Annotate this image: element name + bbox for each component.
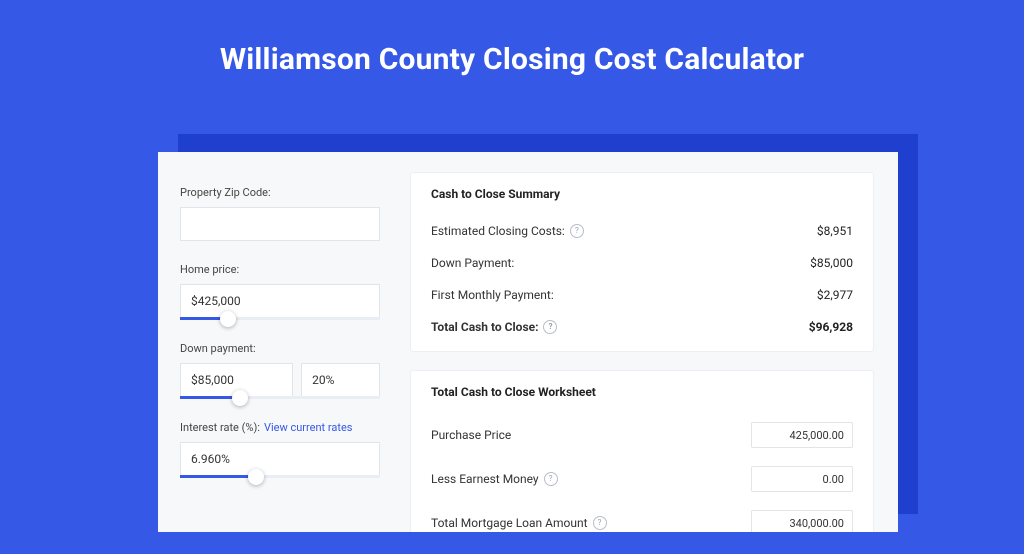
home-price-field: Home price: $425,000 xyxy=(180,263,380,320)
home-price-slider[interactable] xyxy=(180,317,380,320)
page-title: Williamson County Closing Cost Calculato… xyxy=(0,42,1024,77)
summary-row-value: $85,000 xyxy=(810,256,853,270)
summary-panel: Cash to Close Summary Estimated Closing … xyxy=(410,172,874,352)
summary-title: Cash to Close Summary xyxy=(431,187,853,201)
view-rates-link[interactable]: View current rates xyxy=(264,421,353,434)
summary-row: First Monthly Payment: $2,977 xyxy=(431,279,853,311)
worksheet-title: Total Cash to Close Worksheet xyxy=(431,385,853,399)
worksheet-row: Less Earnest Money? 0.00 xyxy=(431,457,853,501)
inputs-column: Property Zip Code: Home price: $425,000 … xyxy=(158,152,402,532)
interest-rate-input[interactable]: 6.960% xyxy=(180,442,380,476)
summary-rows: Estimated Closing Costs:? $8,951 Down Paym… xyxy=(431,215,853,343)
interest-rate-slider-thumb[interactable] xyxy=(248,469,264,485)
summary-row-label: First Monthly Payment: xyxy=(431,288,554,302)
summary-row-label: Estimated Closing Costs:? xyxy=(431,224,584,238)
interest-rate-field: Interest rate (%): View current rates 6.… xyxy=(180,421,380,478)
home-price-slider-thumb[interactable] xyxy=(220,311,236,327)
interest-rate-slider[interactable] xyxy=(180,475,380,478)
zip-input[interactable] xyxy=(180,207,380,241)
worksheet-row-input[interactable]: 0.00 xyxy=(751,466,853,492)
help-icon[interactable]: ? xyxy=(543,320,557,334)
summary-row: Estimated Closing Costs:? $8,951 xyxy=(431,215,853,247)
zip-label: Property Zip Code: xyxy=(180,186,380,199)
summary-row-value: $8,951 xyxy=(817,224,853,238)
worksheet-row: Purchase Price 425,000.00 xyxy=(431,413,853,457)
summary-row-label: Down Payment: xyxy=(431,256,514,270)
worksheet-row-label: Purchase Price xyxy=(431,428,511,442)
home-price-input[interactable]: $425,000 xyxy=(180,284,380,318)
down-payment-label: Down payment: xyxy=(180,342,380,355)
worksheet-row-label: Total Mortgage Loan Amount? xyxy=(431,516,607,530)
down-payment-slider[interactable] xyxy=(180,396,380,399)
help-icon[interactable]: ? xyxy=(570,224,584,238)
summary-row-value: $96,928 xyxy=(809,320,853,334)
summary-row-value: $2,977 xyxy=(817,288,853,302)
results-column: Cash to Close Summary Estimated Closing … xyxy=(402,152,898,532)
worksheet-row-input[interactable]: 340,000.00 xyxy=(751,510,853,532)
worksheet-row-input[interactable]: 425,000.00 xyxy=(751,422,853,448)
summary-row-label: Total Cash to Close:? xyxy=(431,320,557,334)
summary-row: Down Payment: $85,000 xyxy=(431,247,853,279)
down-payment-slider-fill xyxy=(180,396,240,399)
calculator-card: Property Zip Code: Home price: $425,000 … xyxy=(158,152,898,532)
interest-rate-slider-fill xyxy=(180,475,256,478)
down-payment-slider-thumb[interactable] xyxy=(232,390,248,406)
worksheet-row: Total Mortgage Loan Amount? 340,000.00 xyxy=(431,501,853,532)
interest-rate-label: Interest rate (%): xyxy=(180,421,260,434)
help-icon[interactable]: ? xyxy=(544,472,558,486)
down-payment-field: Down payment: $85,000 20% xyxy=(180,342,380,399)
down-payment-pct-input[interactable]: 20% xyxy=(301,363,380,397)
worksheet-panel: Total Cash to Close Worksheet Purchase P… xyxy=(410,370,874,532)
summary-row: Total Cash to Close:? $96,928 xyxy=(431,311,853,343)
help-icon[interactable]: ? xyxy=(593,516,607,530)
worksheet-row-label: Less Earnest Money? xyxy=(431,472,558,486)
home-price-label: Home price: xyxy=(180,263,380,276)
worksheet-rows: Purchase Price 425,000.00 Less Earnest Mon… xyxy=(431,413,853,532)
zip-field: Property Zip Code: xyxy=(180,186,380,241)
